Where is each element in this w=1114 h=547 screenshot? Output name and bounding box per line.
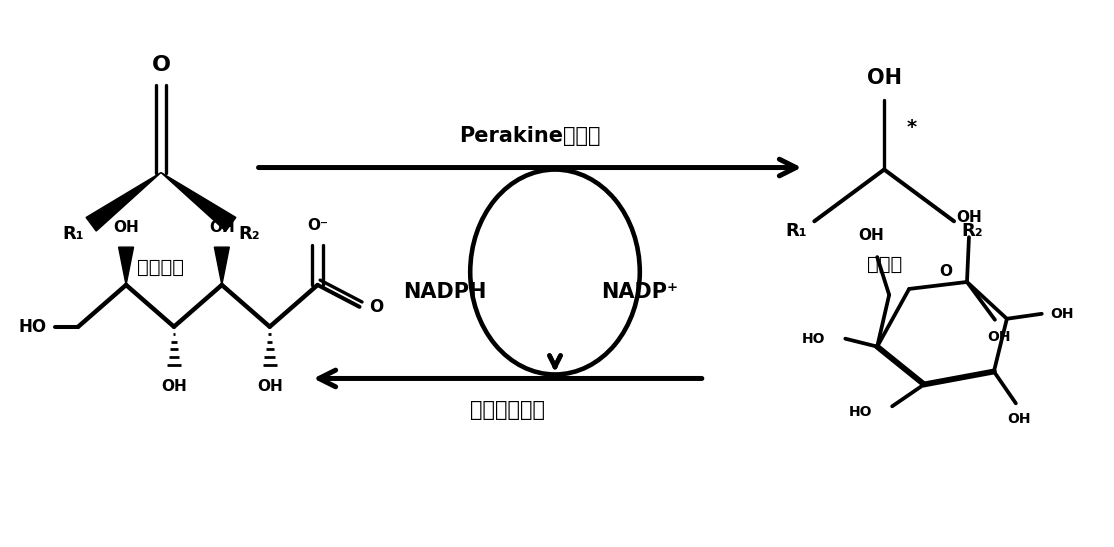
Text: O: O <box>939 264 952 279</box>
Text: OH: OH <box>867 68 901 88</box>
Text: R₁: R₁ <box>62 225 84 243</box>
Text: NADPH: NADPH <box>403 282 487 302</box>
Polygon shape <box>214 247 229 285</box>
Text: *: * <box>907 118 917 137</box>
Text: OH: OH <box>1051 307 1074 321</box>
Polygon shape <box>86 172 162 231</box>
Text: 葡萄糖脱氢酶: 葡萄糖脱氢酶 <box>470 400 545 420</box>
Text: HO: HO <box>18 318 47 336</box>
Polygon shape <box>162 172 236 231</box>
Text: HO: HO <box>802 331 825 346</box>
Polygon shape <box>118 247 134 285</box>
Text: OH: OH <box>859 228 885 243</box>
Text: NADP⁺: NADP⁺ <box>602 282 678 302</box>
Text: OH: OH <box>114 220 139 235</box>
Text: R₂: R₂ <box>238 225 260 243</box>
Text: 潜手性酮: 潜手性酮 <box>137 258 185 277</box>
Text: OH: OH <box>209 220 235 235</box>
Text: O⁻: O⁻ <box>307 218 329 232</box>
Text: Perakine还原酶: Perakine还原酶 <box>459 126 600 146</box>
Text: O: O <box>370 298 383 316</box>
Text: 手性醇: 手性醇 <box>867 254 902 274</box>
Text: O: O <box>152 55 170 75</box>
Text: OH: OH <box>1007 412 1030 426</box>
Text: OH: OH <box>956 210 981 225</box>
Text: OH: OH <box>257 379 283 394</box>
Text: OH: OH <box>162 379 187 394</box>
Text: R₂: R₂ <box>961 222 983 240</box>
Text: R₁: R₁ <box>785 222 808 240</box>
Text: OH: OH <box>987 330 1010 344</box>
Text: HO: HO <box>849 405 872 420</box>
